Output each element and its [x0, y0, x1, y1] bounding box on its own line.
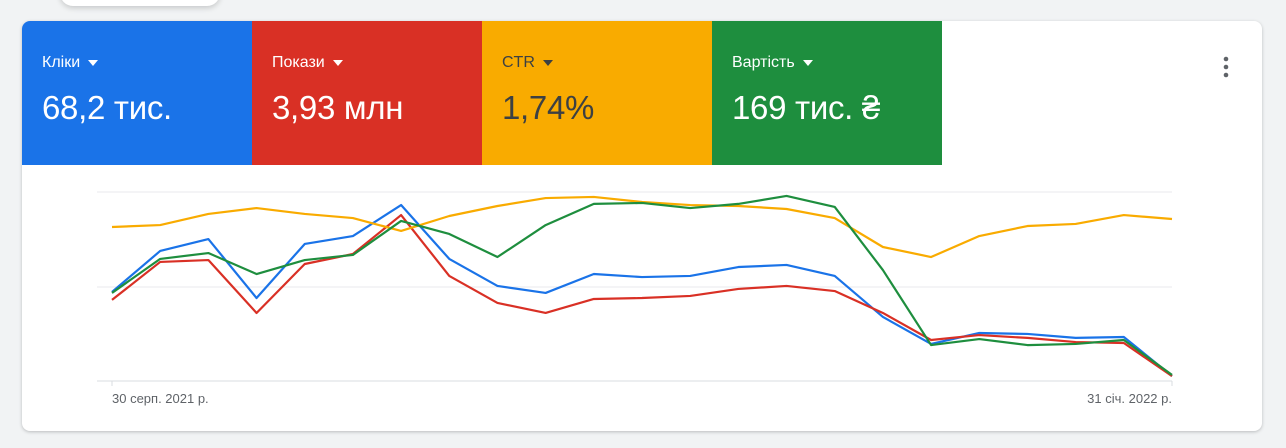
dropdown-arrow — [802, 60, 813, 66]
more-menu[interactable] — [1222, 55, 1230, 79]
series-line — [111, 195, 1173, 259]
metric-label: Покази — [272, 54, 325, 71]
metric-header: CTR — [502, 53, 692, 73]
metric-tile[interactable]: Покази 3,93 млн — [252, 21, 482, 165]
dropdown-arrow — [542, 60, 553, 66]
metric-tile[interactable]: Кліки 68,2 тис. — [22, 21, 252, 165]
performance-card: 30 серп. 2021 р. 31 січ. 2022 р. Кліки 68,… — [22, 21, 1262, 431]
x-tick-label: 31 січ. 2022 р. — [1087, 391, 1172, 406]
metric-tile[interactable]: Вартість 169 тис. ₴ — [712, 21, 942, 165]
metric-label: Кліки — [42, 54, 81, 71]
metric-value: 68,2 тис. — [42, 89, 172, 126]
series-line — [111, 194, 1173, 376]
metric-tile[interactable]: CTR 1,74% — [482, 21, 712, 165]
top-pill — [60, 0, 220, 6]
dropdown-arrow — [88, 60, 99, 66]
metric-header: Вартість — [732, 53, 922, 73]
metric-tiles: Кліки 68,2 тис. Покази 3,93 млн CTR 1,74% Варт… — [22, 21, 942, 165]
x-tick-label: 30 серп. 2021 р. — [112, 391, 209, 406]
metric-label: CTR — [502, 54, 535, 71]
series-line — [111, 203, 1173, 377]
dropdown-arrow — [332, 60, 343, 66]
metric-label: Вартість — [732, 54, 795, 71]
metric-value: 1,74% — [502, 89, 595, 126]
metric-value: 3,93 млн — [272, 89, 404, 126]
metric-header: Кліки — [42, 53, 232, 73]
metric-value: 169 тис. ₴ — [732, 89, 880, 126]
chart: 30 серп. 2021 р. 31 січ. 2022 р. — [97, 191, 1173, 406]
series-line — [111, 213, 1173, 377]
metric-header: Покази — [272, 53, 462, 73]
